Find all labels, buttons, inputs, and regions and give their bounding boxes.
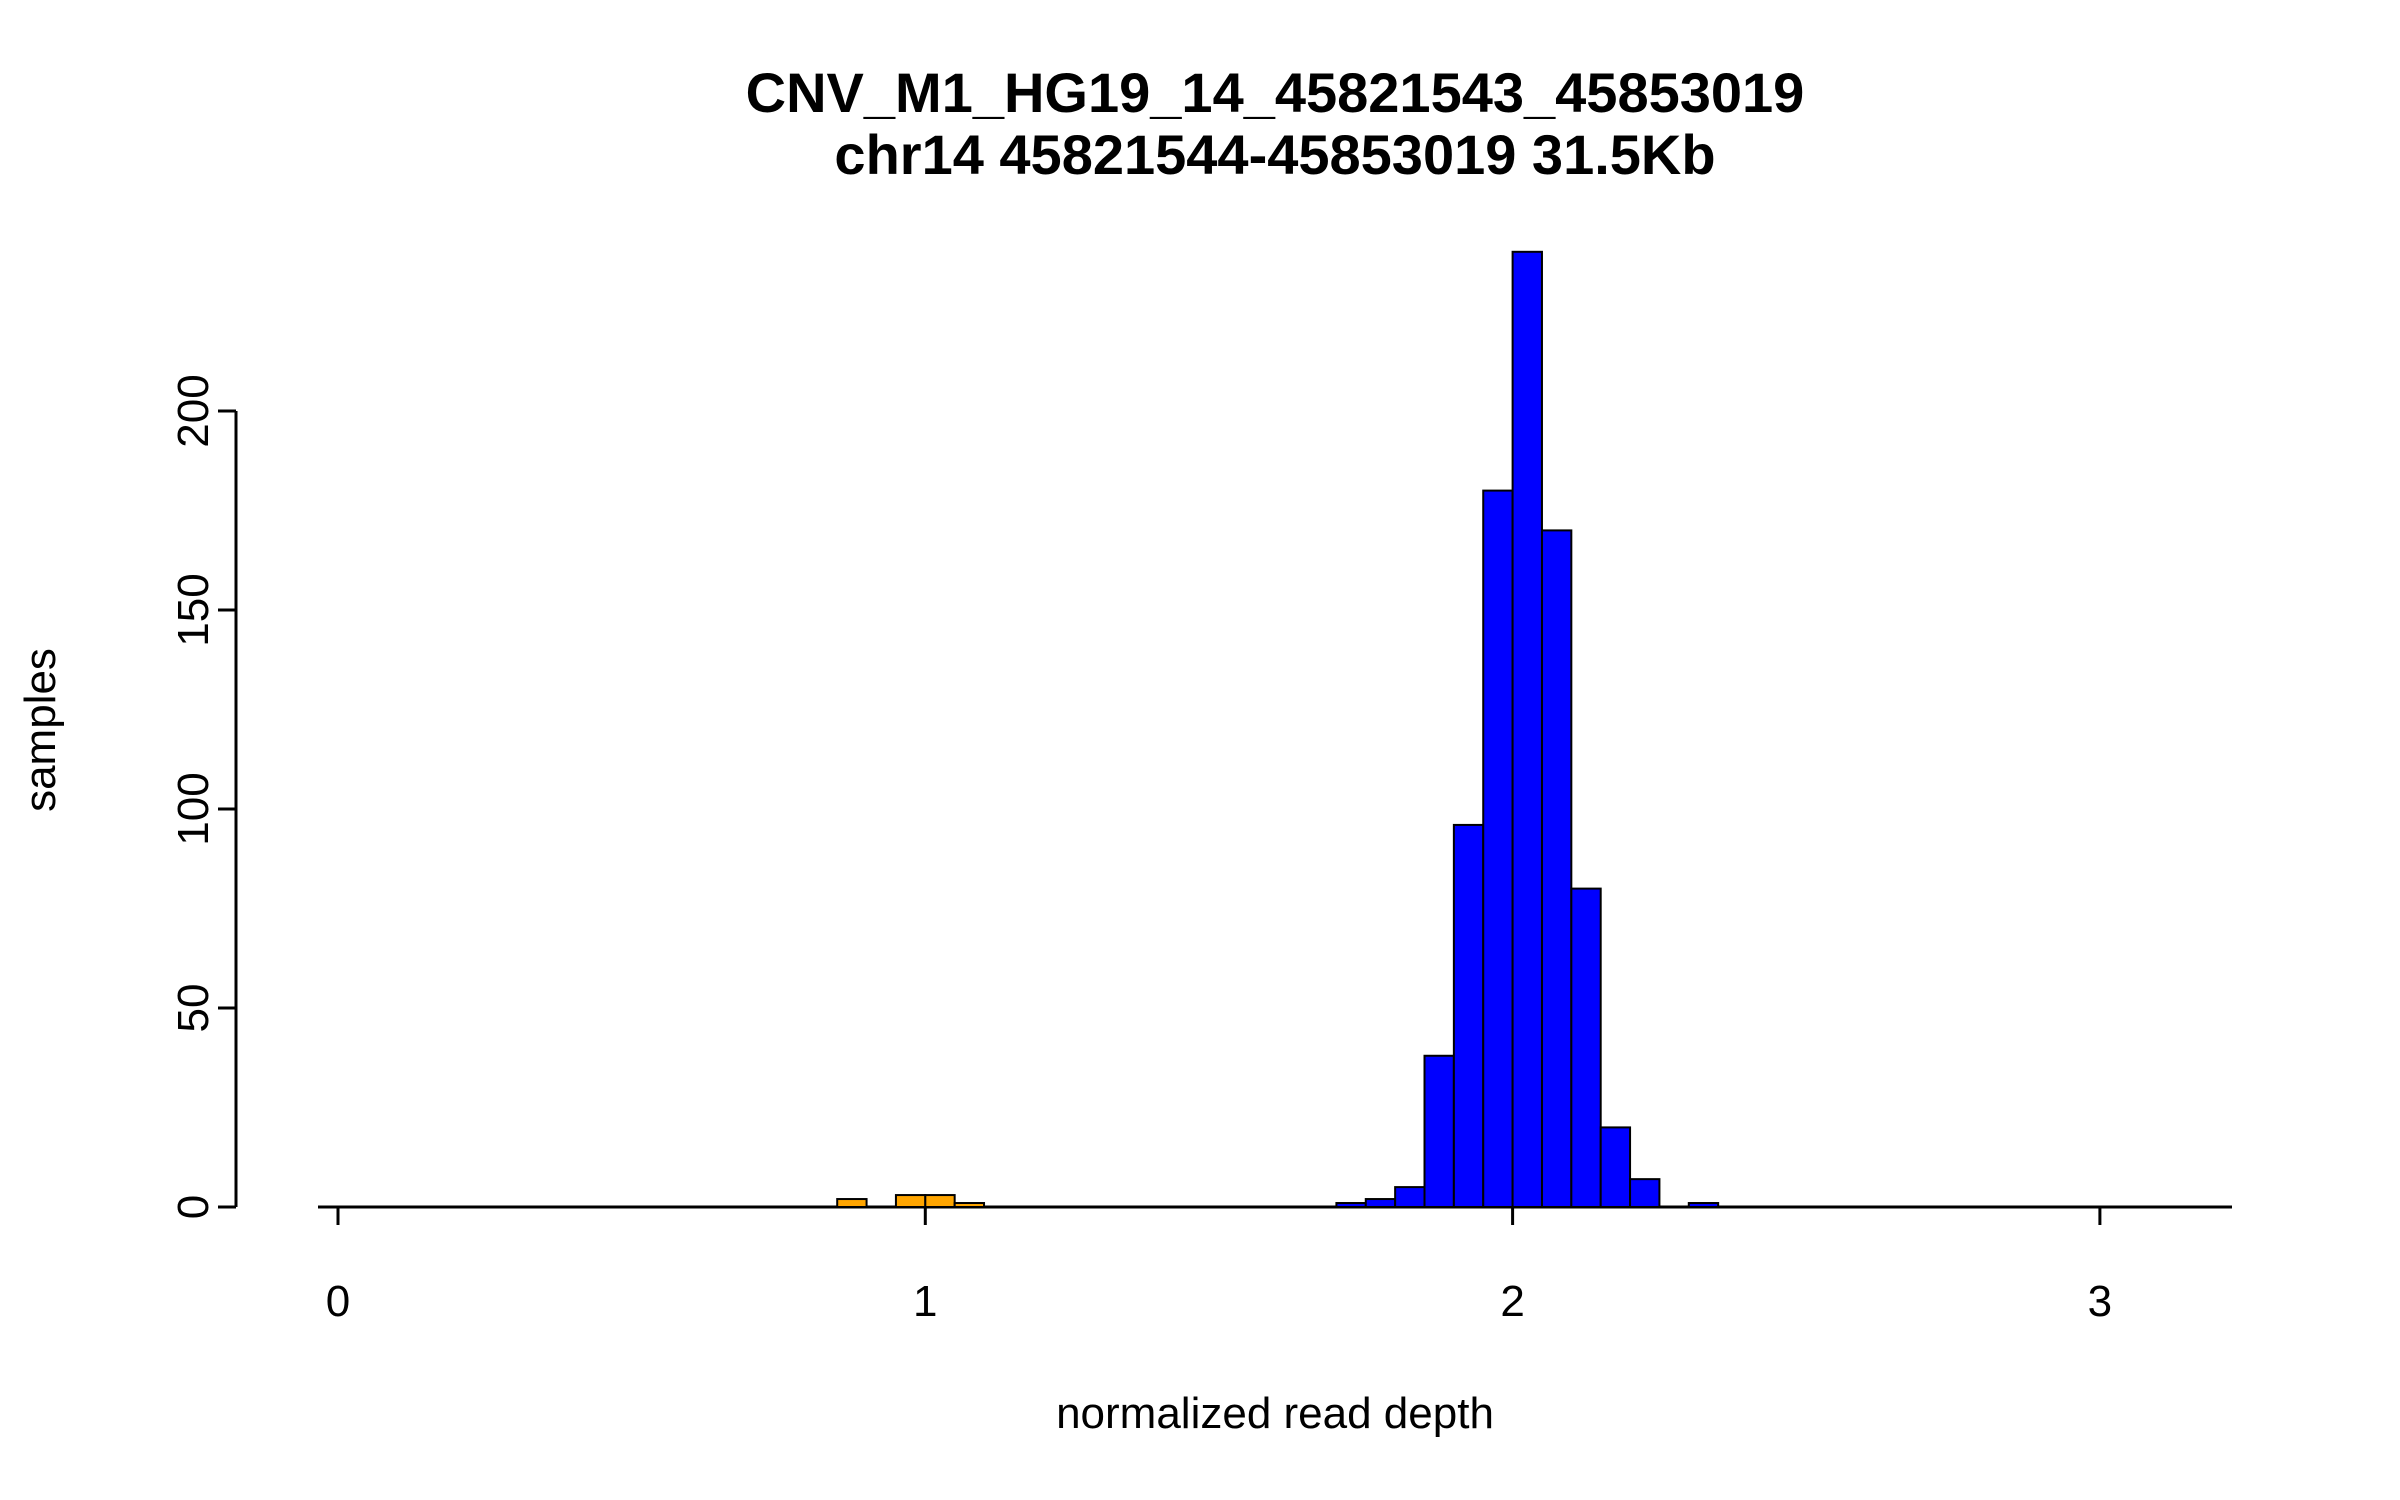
histogram-bar (1511, 250, 1543, 1209)
histogram-bar (1599, 1126, 1632, 1209)
x-axis-tick-label: 0 (326, 1277, 350, 1326)
y-axis-tick-label: 200 (169, 374, 218, 447)
histogram-bar (894, 1194, 927, 1209)
y-axis-tick-label: 0 (169, 1195, 218, 1219)
axes-group: 0 1 2 3 0 50 100 150 200 (169, 374, 2232, 1326)
x-axis-tick-label: 1 (913, 1277, 937, 1326)
histogram-bar (1570, 887, 1602, 1208)
bars-group (836, 250, 1720, 1209)
y-axis-tick-label: 100 (169, 772, 218, 845)
x-axis-tick-label: 3 (2088, 1277, 2112, 1326)
histogram-bar (924, 1194, 956, 1209)
x-axis-label: normalized read depth (1056, 1389, 1494, 1438)
chart-title-line1: CNV_M1_HG19_14_45821543_45853019 (746, 61, 1805, 124)
histogram-bar (1364, 1198, 1397, 1209)
histogram-bar (1687, 1202, 1720, 1209)
y-axis-tick-label: 50 (169, 984, 218, 1033)
histogram-bar (1394, 1186, 1426, 1208)
chart-title: CNV_M1_HG19_14_45821543_45853019 chr14 4… (746, 61, 1805, 186)
histogram-bar (836, 1198, 868, 1209)
histogram-bar (953, 1202, 986, 1209)
histogram-bar (1423, 1054, 1455, 1209)
histogram-bar (1629, 1178, 1661, 1209)
y-axis-tick-label: 150 (169, 573, 218, 646)
chart-title-line2: chr14 45821544-45853019 31.5Kb (834, 123, 1715, 186)
histogram-bar (1540, 529, 1573, 1208)
x-axis-tick-label: 2 (1500, 1277, 1524, 1326)
y-axis-label: samples (16, 648, 65, 812)
histogram-bar (1482, 489, 1514, 1209)
histogram-bar (1335, 1202, 1367, 1209)
histogram-bar (1452, 823, 1485, 1208)
